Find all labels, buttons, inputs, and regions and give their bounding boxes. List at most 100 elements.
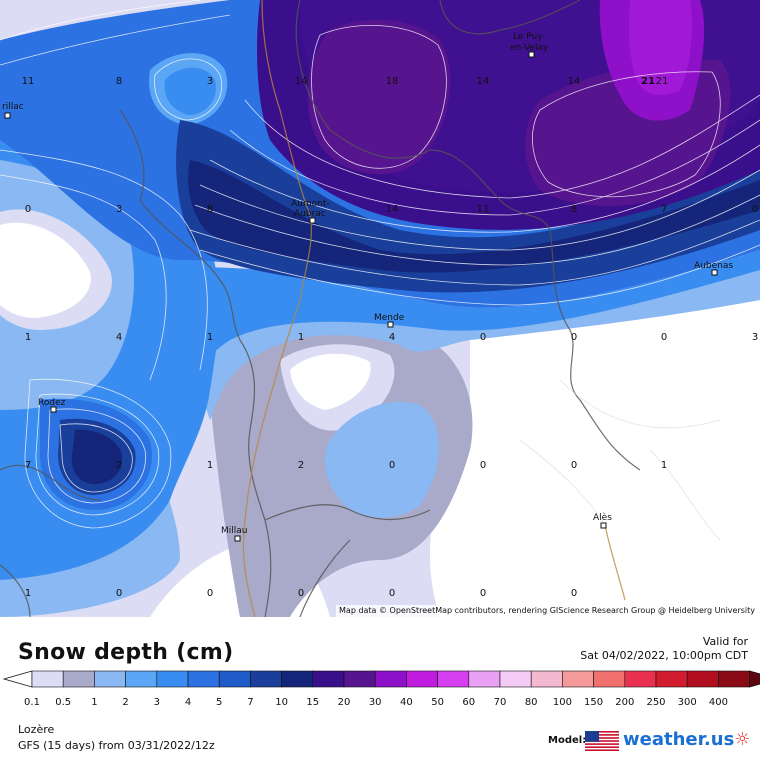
scale-tick-label: 7 [247, 697, 254, 708]
city-label-aumont: Aumont- [291, 199, 330, 209]
us-flag-icon [585, 731, 619, 751]
city-label-aubenas: Aubenas [694, 261, 733, 271]
contour-value-label: 0 [389, 588, 395, 599]
color-scale-bar [2, 670, 760, 688]
valid-for-label: Valid for [702, 635, 748, 648]
scale-tick-label: 150 [584, 697, 604, 708]
scale-tick-label: 300 [677, 697, 697, 708]
contour-value-label: 4 [116, 332, 122, 343]
scale-max-arrow [749, 670, 760, 688]
contour-value-label: 2 [116, 460, 122, 471]
contour-value-label: 0 [480, 588, 486, 599]
city-label-mende: Mende [374, 313, 405, 323]
scale-color-cell [218, 670, 251, 688]
contour-value-label: 0 [480, 332, 486, 343]
scale-tick-label: 10 [275, 697, 288, 708]
contour-value-label: 1 [207, 332, 213, 343]
contour-value-label: 11 [477, 204, 490, 215]
scale-color-cell [281, 670, 314, 688]
contour-value-label: 14 [386, 204, 399, 215]
scale-tick-label: 0.1 [24, 697, 40, 708]
scale-tick-label: 4 [184, 697, 192, 708]
contour-value-label: 1 [661, 460, 667, 471]
scale-color-cell [530, 670, 563, 688]
contour-value-label: 0 [207, 588, 213, 599]
scale-color-cell [343, 670, 376, 688]
map-attribution[interactable]: Map data © OpenStreetMap contributors, r… [336, 605, 758, 617]
region-name: Lozère [18, 723, 55, 736]
contour-value-label: 8 [116, 76, 122, 87]
scale-color-cell [437, 670, 470, 688]
scale-tick-label: 50 [431, 697, 444, 708]
contour-value-label: 4 [389, 332, 395, 343]
scale-tick-label: 80 [524, 697, 538, 708]
contour-value-label: 1 [298, 332, 304, 343]
scale-color-cell [655, 670, 688, 688]
legend-panel: Snow depth (cm) Valid for Sat 04/02/2022… [0, 617, 760, 760]
contour-value-label: 3 [116, 204, 122, 215]
contour-value-label: 0 [116, 588, 122, 599]
contour-value-label: 8 [207, 204, 213, 215]
scale-color-cell [593, 670, 626, 688]
contour-value-label: 14 [568, 76, 581, 87]
contour-value-label: 1 [207, 460, 213, 471]
scale-color-cell [31, 670, 64, 688]
contour-value-label: 0 [661, 332, 667, 343]
scale-color-cell [374, 670, 407, 688]
legend-title: Snow depth (cm) [18, 640, 234, 665]
contour-value-label: 14 [295, 76, 308, 87]
contour-value-label: 11 [22, 76, 35, 87]
contour-value-label: 7 [661, 204, 667, 215]
map-canvas: Le Puy- en-Velay rillac Aumont- Aubrac A… [0, 0, 760, 617]
contour-value-label: 21 [641, 76, 655, 87]
contour-value-label: 7 [25, 460, 31, 471]
scale-color-cell [250, 670, 282, 688]
contour-value-label: 3 [752, 332, 758, 343]
contour-value-label: 8 [571, 204, 577, 215]
city-label-aumont-2: Aubrac [294, 209, 326, 219]
weather-us-logo[interactable]: weather.us☼ [623, 729, 751, 750]
contour-value-label: 0 [298, 588, 304, 599]
scale-tick-label: 200 [615, 697, 635, 708]
contour-value-label: 18 [386, 76, 399, 87]
contour-value-label: 1 [25, 332, 31, 343]
scale-color-cell [624, 670, 657, 688]
scale-color-cell [686, 670, 719, 688]
snow-depth-map[interactable]: Le Puy- en-Velay rillac Aumont- Aubrac A… [0, 0, 760, 617]
city-label-millau: Millau [221, 526, 248, 536]
scale-color-cell [62, 670, 95, 688]
contour-value-label: 3 [207, 76, 213, 87]
contour-value-label: 0 [571, 588, 577, 599]
valid-time: Sat 04/02/2022, 10:00pm CDT [580, 649, 748, 662]
city-label-le-puy-2: en-Velay [510, 43, 549, 53]
scale-tick-label: 100 [552, 697, 572, 708]
scale-tick-label: 400 [708, 697, 728, 708]
city-label-aurillac: rillac [2, 102, 24, 112]
scale-tick-label: 5 [216, 697, 223, 708]
scale-tick-label: 2 [122, 697, 129, 708]
scale-tick-label: 30 [368, 697, 382, 708]
contour-value-label: 0 [389, 460, 395, 471]
scale-color-cell [94, 670, 126, 688]
contour-value-label: 1 [25, 588, 31, 599]
scale-tick-label: 15 [306, 697, 320, 708]
scale-tick-label: 0.5 [55, 697, 72, 708]
scale-color-cell [312, 670, 345, 688]
scale-tick-label: 250 [646, 697, 666, 708]
scale-color-cell [125, 670, 158, 688]
contour-value-label: 0 [571, 460, 577, 471]
scale-color-cell [562, 670, 594, 688]
contour-value-label: 14 [477, 76, 490, 87]
city-label-rodez: Rodez [38, 398, 66, 408]
scale-color-cell [156, 670, 189, 688]
scale-color-cell [406, 670, 438, 688]
contour-value-label: 2 [298, 460, 304, 471]
scale-tick-label: 20 [337, 697, 351, 708]
scale-tick-label: 3 [153, 697, 160, 708]
scale-color-cell [187, 670, 220, 688]
contour-value-label: 0 [480, 460, 486, 471]
scale-tick-label: 1 [91, 697, 98, 708]
model-label: Model: [548, 735, 587, 746]
scale-min-arrow [2, 670, 33, 688]
contour-value-label: 0 [571, 332, 577, 343]
